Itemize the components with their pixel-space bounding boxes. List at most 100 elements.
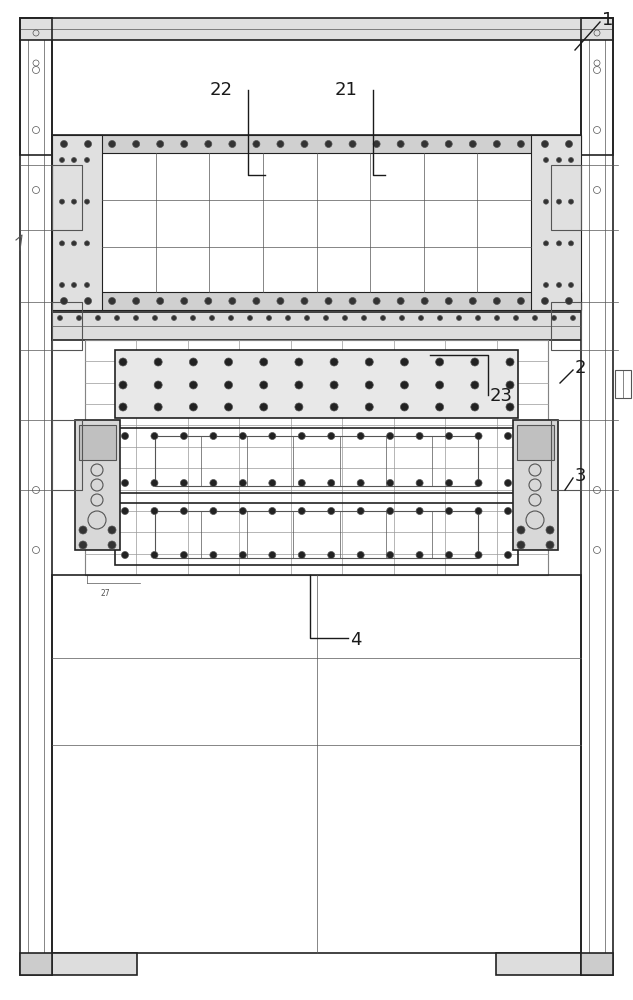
Circle shape: [328, 480, 335, 487]
Circle shape: [189, 358, 197, 366]
Circle shape: [471, 381, 479, 389]
Circle shape: [133, 140, 140, 147]
Circle shape: [133, 298, 140, 304]
Circle shape: [357, 508, 364, 514]
Circle shape: [556, 282, 561, 288]
Text: 27: 27: [100, 589, 110, 598]
Circle shape: [210, 480, 217, 487]
Circle shape: [180, 480, 187, 487]
Circle shape: [506, 381, 514, 389]
Circle shape: [471, 358, 479, 366]
Circle shape: [58, 316, 63, 320]
Circle shape: [269, 432, 276, 440]
Circle shape: [122, 480, 128, 487]
Circle shape: [84, 282, 89, 288]
Circle shape: [298, 552, 305, 558]
Circle shape: [60, 199, 65, 204]
Circle shape: [361, 316, 367, 320]
Circle shape: [180, 508, 187, 514]
Circle shape: [541, 140, 548, 147]
Circle shape: [119, 358, 127, 366]
Circle shape: [397, 140, 404, 147]
Circle shape: [122, 552, 128, 558]
Bar: [615, 370, 631, 398]
Bar: [115, 503, 518, 565]
Circle shape: [544, 199, 549, 204]
Text: 21: 21: [335, 81, 358, 99]
Circle shape: [469, 140, 476, 147]
Circle shape: [60, 282, 65, 288]
Bar: [52, 135, 581, 310]
Circle shape: [373, 298, 380, 304]
Circle shape: [109, 140, 116, 147]
Circle shape: [61, 298, 68, 304]
Text: 3: 3: [575, 467, 587, 485]
Circle shape: [565, 140, 572, 147]
Circle shape: [172, 316, 177, 320]
Circle shape: [506, 403, 514, 411]
Circle shape: [181, 298, 188, 304]
Circle shape: [517, 526, 525, 534]
Circle shape: [342, 316, 348, 320]
Circle shape: [568, 282, 573, 288]
Circle shape: [153, 316, 158, 320]
Circle shape: [446, 432, 453, 440]
Circle shape: [445, 140, 452, 147]
Circle shape: [328, 432, 335, 440]
Circle shape: [373, 140, 380, 147]
Circle shape: [298, 480, 305, 487]
Circle shape: [298, 432, 305, 440]
Circle shape: [253, 298, 260, 304]
Circle shape: [471, 403, 479, 411]
Text: 1: 1: [602, 11, 613, 29]
Circle shape: [456, 316, 461, 320]
Circle shape: [365, 358, 373, 366]
Bar: [551, 420, 581, 490]
Bar: [52, 420, 82, 490]
Circle shape: [570, 316, 575, 320]
Bar: [52, 165, 82, 230]
Circle shape: [416, 508, 423, 514]
Circle shape: [189, 403, 197, 411]
Circle shape: [506, 358, 514, 366]
Circle shape: [437, 316, 442, 320]
Circle shape: [330, 403, 338, 411]
Circle shape: [349, 298, 356, 304]
Bar: [517, 425, 554, 460]
Circle shape: [436, 403, 444, 411]
Circle shape: [357, 480, 364, 487]
Circle shape: [387, 508, 394, 514]
Circle shape: [330, 358, 338, 366]
Circle shape: [239, 552, 246, 558]
Bar: [20, 18, 613, 40]
Bar: [155, 436, 478, 486]
Circle shape: [205, 140, 212, 147]
Circle shape: [304, 316, 310, 320]
Circle shape: [239, 480, 246, 487]
Circle shape: [357, 552, 364, 558]
Circle shape: [556, 199, 561, 204]
Circle shape: [210, 316, 215, 320]
Circle shape: [365, 403, 373, 411]
Circle shape: [225, 358, 232, 366]
Circle shape: [446, 552, 453, 558]
Text: 4: 4: [350, 631, 361, 649]
Circle shape: [445, 298, 452, 304]
Circle shape: [79, 541, 87, 549]
Circle shape: [154, 381, 162, 389]
Circle shape: [328, 508, 335, 514]
Circle shape: [551, 316, 556, 320]
Circle shape: [108, 541, 116, 549]
Circle shape: [72, 199, 77, 204]
Circle shape: [330, 381, 338, 389]
Circle shape: [96, 316, 101, 320]
Text: 23: 23: [490, 387, 513, 405]
Circle shape: [328, 552, 335, 558]
Circle shape: [253, 140, 260, 147]
Bar: [531, 135, 581, 310]
Circle shape: [84, 241, 89, 246]
Circle shape: [154, 403, 162, 411]
Circle shape: [421, 140, 428, 147]
Bar: [52, 302, 82, 350]
Bar: [115, 350, 518, 418]
